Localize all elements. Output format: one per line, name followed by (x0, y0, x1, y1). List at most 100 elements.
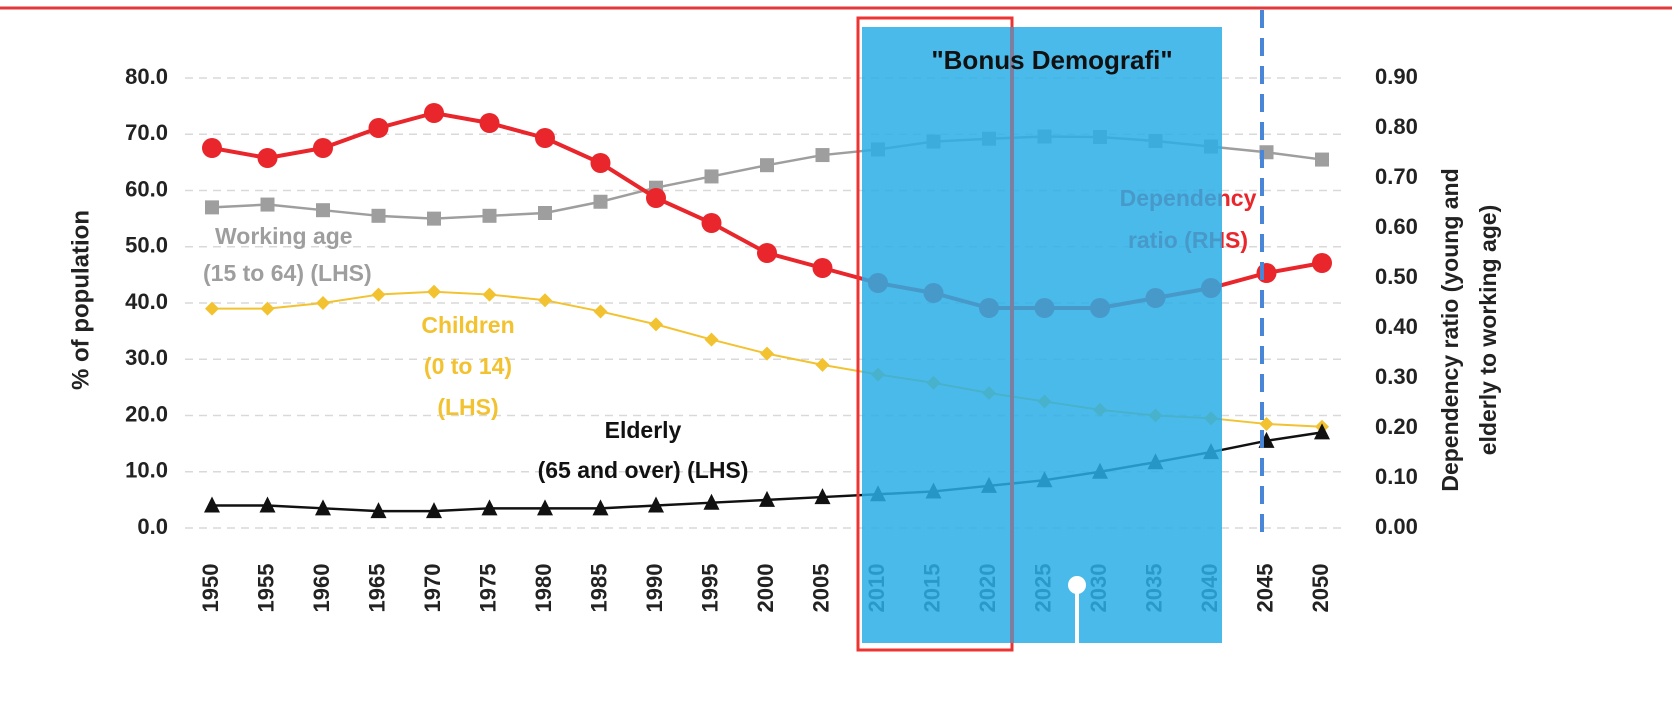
point (593, 194, 608, 209)
point (260, 197, 275, 212)
y2-tick-label: 0.30 (1375, 364, 1418, 389)
y-tick-label: 0.0 (137, 514, 168, 539)
y2-tick-label: 0.60 (1375, 214, 1418, 239)
chart-title: "Bonus Demografi" (931, 45, 1172, 75)
y2-tick-label: 0.80 (1375, 114, 1418, 139)
plot: 0.0 10.0 20.0 30.0 40.0 50.0 60.0 70.0 80.0 0.00 0… (125, 64, 1418, 613)
point (315, 499, 331, 516)
point (704, 169, 719, 184)
point (648, 496, 664, 513)
y2-tick-label: 0.00 (1375, 514, 1418, 539)
point (426, 502, 442, 519)
point (482, 208, 497, 223)
point (204, 496, 220, 513)
series-label: (0 to 14) (424, 353, 512, 379)
point (1256, 263, 1277, 283)
point (427, 211, 441, 226)
x-tick-label: 2045 (1252, 564, 1277, 613)
point (424, 103, 444, 123)
point (427, 284, 441, 299)
point (703, 493, 720, 510)
y2-tick-label: 0.70 (1375, 164, 1418, 189)
y2-tick-label: 0.20 (1375, 414, 1418, 439)
point (205, 200, 219, 215)
point (757, 243, 777, 263)
x-tick-label: 2000 (753, 564, 778, 613)
point (259, 496, 276, 513)
point (701, 213, 722, 233)
point (260, 301, 275, 316)
x-tick-label: 1990 (642, 564, 667, 613)
y-tick-label: 20.0 (125, 401, 168, 426)
y-tick-label: 80.0 (125, 64, 168, 89)
x-tick-label: 2050 (1308, 564, 1333, 613)
series-label: (65 and over) (LHS) (538, 457, 749, 483)
x-tick-label: 1950 (198, 564, 223, 613)
y-tick-label: 30.0 (125, 345, 168, 370)
series-label: Elderly (605, 417, 682, 443)
point (1315, 152, 1329, 167)
point (646, 188, 666, 208)
series-label: (LHS) (437, 394, 498, 420)
x-tick-label: 1970 (420, 564, 445, 613)
y-tick-label: 10.0 (125, 458, 168, 483)
point (313, 138, 333, 158)
point (704, 332, 719, 347)
x-tick-label: 1985 (586, 564, 611, 613)
point (202, 138, 222, 158)
point (205, 301, 219, 316)
y2-tick-label: 0.50 (1375, 264, 1418, 289)
y2-tick-label: 0.90 (1375, 64, 1418, 89)
x-tick-label: 1955 (253, 564, 278, 613)
point (759, 490, 775, 507)
point (538, 206, 552, 220)
point (814, 488, 831, 505)
y-tick-label: 60.0 (125, 176, 168, 201)
point (368, 118, 389, 138)
point (760, 346, 774, 361)
x-tick-label: 1960 (309, 564, 334, 613)
point (760, 158, 774, 173)
point (590, 153, 611, 173)
point (316, 203, 330, 218)
x-tick-label: 1975 (475, 564, 500, 613)
point (815, 148, 830, 163)
point (1259, 416, 1274, 431)
y-tick-label: 70.0 (125, 120, 168, 145)
highlight-band (862, 27, 1222, 643)
point (316, 296, 330, 310)
y-tick-label: 40.0 (125, 289, 168, 314)
y-tick-label: 50.0 (125, 233, 168, 258)
y2-tick-label: 0.40 (1375, 314, 1418, 339)
y2-axis-title: elderly to working age) (1475, 205, 1501, 456)
point (815, 357, 830, 372)
point (479, 113, 500, 133)
point (257, 148, 278, 168)
point (481, 499, 498, 516)
y-axis-title: % of population (67, 210, 94, 390)
y2-tick-label: 0.10 (1375, 464, 1418, 489)
point (371, 208, 386, 223)
point (649, 317, 663, 332)
pointer (1068, 576, 1086, 594)
point (535, 128, 555, 148)
x-tick-label: 1965 (364, 564, 389, 613)
x-tick-label: 1980 (531, 564, 556, 613)
point (1314, 423, 1330, 440)
point (370, 502, 387, 519)
point (482, 287, 497, 302)
point (593, 304, 608, 319)
point (812, 258, 833, 278)
point (371, 287, 386, 302)
series-label: (15 to 64) (LHS) (203, 260, 372, 286)
x-tick-label: 1995 (697, 564, 722, 613)
point (537, 499, 553, 516)
x-tick-label: 2005 (808, 564, 833, 613)
series-label: Working age (215, 223, 353, 249)
point (538, 293, 552, 308)
point (592, 499, 609, 516)
y2-axis-title: Dependency ratio (young and (1437, 168, 1463, 491)
series-label: Children (421, 312, 514, 338)
point (1312, 253, 1332, 273)
